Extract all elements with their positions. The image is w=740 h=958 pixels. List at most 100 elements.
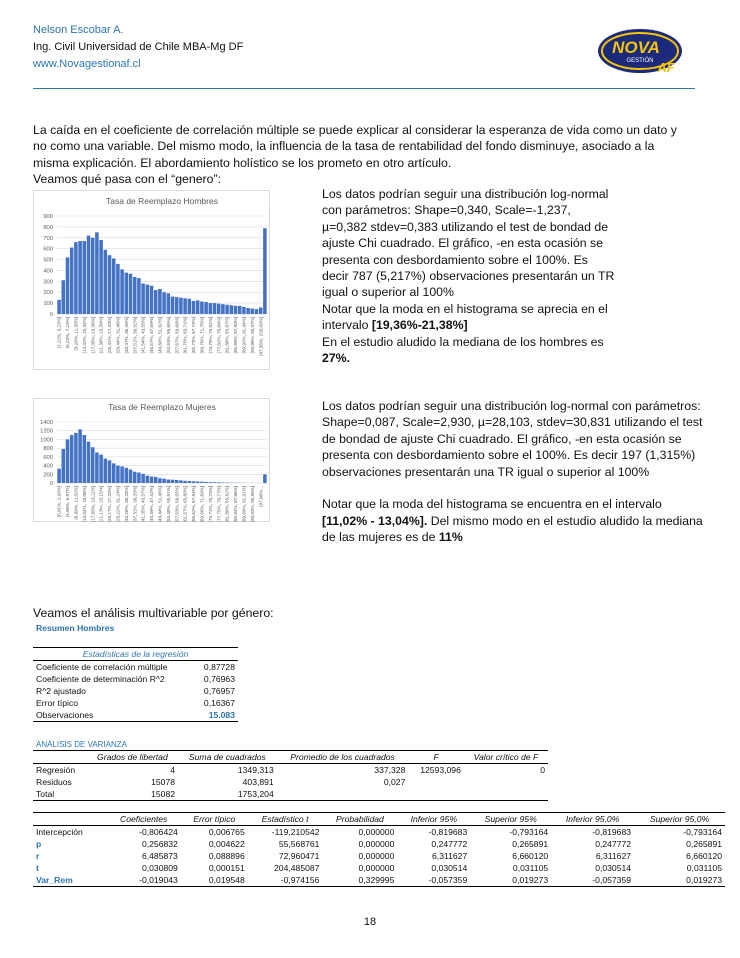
bar	[95, 232, 99, 314]
x-tick-label: (33,26%, 35,28%]	[124, 486, 129, 522]
x-tick-label: (77,75%, 79,77%]	[216, 486, 221, 522]
bar	[61, 449, 66, 483]
y-tick-label: 600	[43, 247, 53, 253]
paragraph: Los datos podrían seguir una distribució…	[322, 187, 615, 300]
x-tick-label: (41,54%, 43,55%]	[141, 317, 146, 354]
x-tick-label: (37,31%, 39,33%]	[132, 486, 137, 522]
x-tick-label: (57,53%, 59,55%]	[174, 486, 179, 522]
logo-shape	[598, 29, 682, 73]
bar	[65, 257, 70, 314]
bar	[116, 263, 120, 314]
bar	[95, 452, 99, 483]
table-cell: 0,16367	[203, 698, 235, 708]
bar	[149, 476, 154, 483]
bar	[57, 468, 61, 483]
bar	[258, 307, 263, 314]
x-tick-label: (81,80%, 83,82%]	[225, 486, 230, 522]
x-tick-label: (61,70%, 63,71%]	[183, 317, 188, 354]
bar	[132, 471, 137, 483]
table-cell: 0,030514	[595, 863, 632, 873]
x-tick-label: (17,08%, 19,11%]	[90, 486, 95, 522]
y-tick-label: 900	[43, 214, 53, 220]
table-cell: Inferior 95%	[410, 814, 457, 824]
y-tick-label: 800	[43, 225, 53, 231]
table-cell: 0,006765	[208, 827, 245, 837]
paragraph: Notar que la moda en el histograma se ap…	[322, 301, 617, 334]
text: 27%.	[322, 351, 351, 366]
table-cell: 0	[540, 765, 545, 775]
x-tick-label: (93,93%, 95,95%]	[250, 486, 255, 522]
table-cell: 337,328	[374, 765, 406, 775]
x-tick-label: (25,41%, 27,43%]	[107, 317, 112, 354]
table-cell: Estadísticas de la regresión	[33, 647, 238, 661]
table-row: ANÁLISIS DE VARIANZA	[33, 738, 548, 751]
table-cell: Coeficientes	[120, 814, 168, 824]
bar	[254, 309, 259, 314]
bar	[124, 272, 129, 314]
bar	[233, 305, 238, 314]
table-cell: 0,247772	[431, 839, 468, 849]
x-tick-label: (5,23%, 7,24%]	[65, 317, 70, 348]
logo-ring	[601, 32, 679, 70]
x-tick-label: (97,38%, 100,00%]	[258, 317, 263, 356]
table-cell: 0,265891	[686, 839, 722, 849]
y-tick-label: 200	[43, 290, 53, 296]
table-cell: 0,76957	[203, 686, 235, 696]
table-cell: -0,806424	[139, 827, 178, 837]
text: Notar que la moda en el histograma se ap…	[322, 301, 608, 333]
bar	[187, 481, 192, 483]
x-tick-label: (57,67%, 59,68%]	[174, 317, 179, 354]
bar	[120, 269, 124, 314]
bar	[183, 298, 187, 314]
bar	[103, 458, 108, 483]
author-title: Ing. Civil Universidad de Chile MBA-Mg D…	[33, 41, 244, 53]
table-cell	[464, 788, 548, 801]
table-cell: 6,660120	[512, 851, 549, 861]
paragraph: Los datos podrían seguir una distribució…	[322, 399, 703, 479]
bar	[200, 301, 204, 314]
table-cell: -0,793164	[509, 827, 549, 837]
chart: Tasa de Reemplazo Mujeres 0 200 400 600 800 10…	[33, 398, 270, 522]
table-cell: Superior 95%	[484, 814, 537, 824]
table-cell: Intercepción	[36, 827, 83, 837]
bar	[120, 466, 124, 483]
bar	[250, 308, 255, 314]
text: Del mismo modo en el estudio aludido la …	[322, 513, 703, 545]
bar	[174, 297, 179, 314]
y-tick-label: 0	[50, 312, 53, 318]
note: Los datos podrían seguir una distribució…	[322, 186, 617, 366]
table-cell: 4	[170, 765, 176, 775]
page-number: 18	[363, 916, 377, 928]
table-row: Intercepción -0,806424 0,006765 -119,210542…	[33, 826, 725, 839]
table-caption: Resumen Hombres	[36, 623, 115, 633]
table-cell: Promedio de los cuadrados	[290, 752, 395, 762]
table-cell: 0,000000	[358, 863, 395, 873]
table-cell: -0,057359	[592, 875, 632, 885]
bar	[225, 304, 229, 314]
table-cell: Regresión	[36, 765, 76, 775]
bar	[82, 241, 87, 314]
x-tick-label: (93,95%, 95,97%]	[250, 317, 255, 354]
table-cell: 55,568761	[278, 839, 320, 849]
table-cell: Coeficiente de determinación R^2	[36, 674, 165, 684]
x-tick-label: (17,35%, 19,36%]	[90, 317, 95, 354]
table-row: Error típico 0,16367	[33, 697, 238, 709]
table-cell: Suma de cuadrados	[188, 752, 266, 762]
y-tick-label: 400	[43, 268, 53, 274]
bar	[221, 482, 225, 483]
table-cell: 15078	[151, 777, 176, 787]
bar	[145, 475, 150, 483]
table-row: Total 15082 1753,204	[33, 788, 548, 801]
text: 11%	[438, 530, 463, 545]
table-cell: 0,000000	[358, 827, 395, 837]
table-cell: 204,485087	[274, 863, 320, 873]
bar	[208, 482, 213, 483]
bar	[229, 305, 234, 314]
bar	[74, 242, 78, 314]
bar	[200, 481, 204, 483]
table-cell: 15.083	[208, 710, 235, 720]
bar	[179, 297, 183, 314]
table-cell: p	[36, 839, 42, 849]
bar	[204, 481, 208, 483]
text: Notar que la moda del histograma se encu…	[322, 497, 662, 512]
